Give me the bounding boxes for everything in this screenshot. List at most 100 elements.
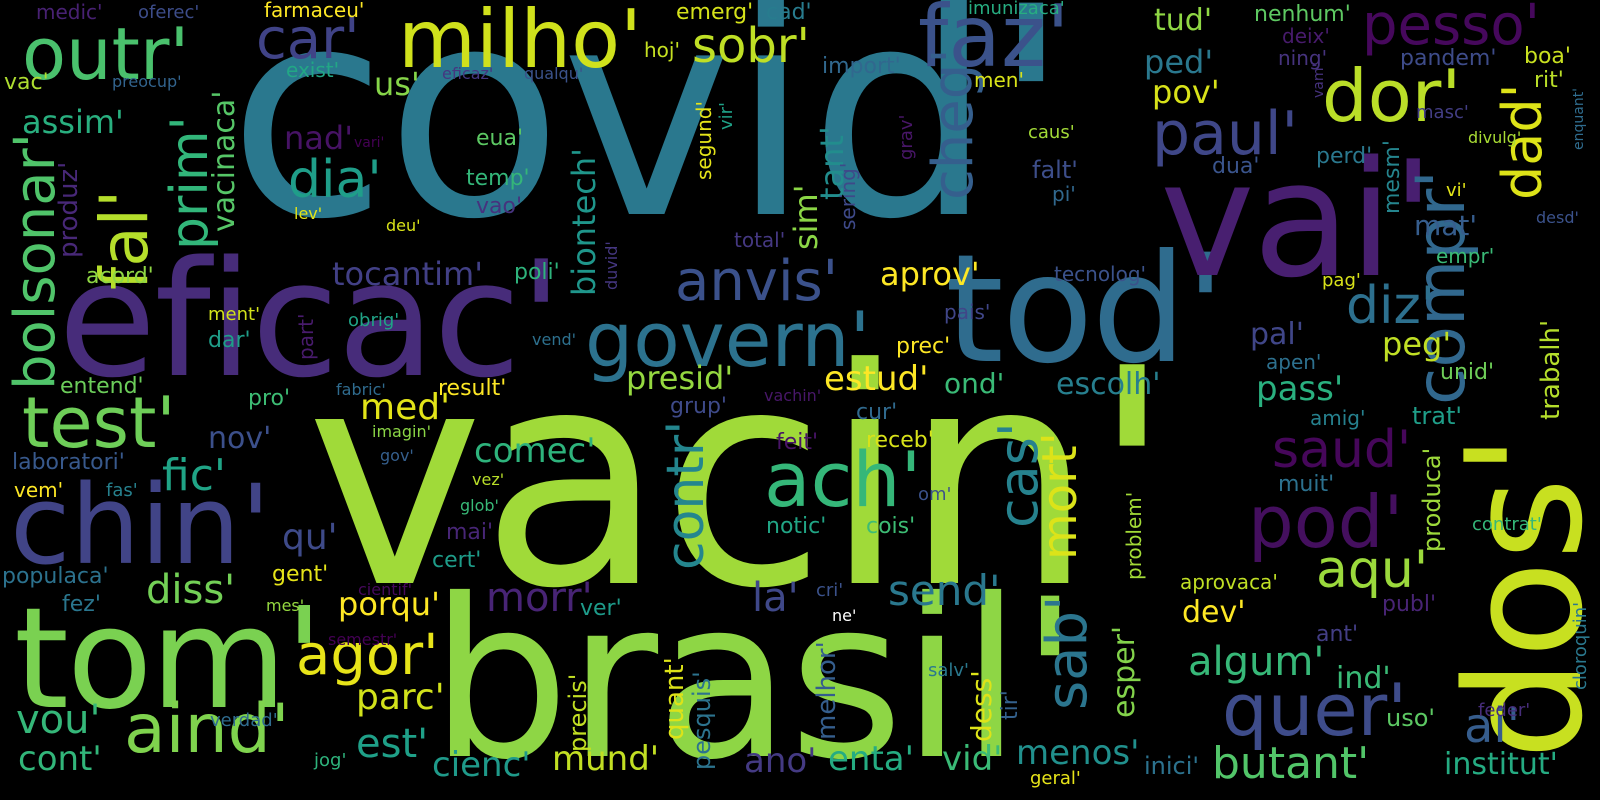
word-duvid: duvid' (602, 241, 621, 290)
word-segund: segund' (692, 101, 716, 180)
word-diss: diss' (146, 567, 236, 613)
word-covid: covid' (228, 0, 1071, 283)
word-deix: deix' (1282, 24, 1330, 48)
word-rit: rit' (1534, 68, 1564, 93)
word-ped: ped' (1144, 43, 1214, 81)
word-receb: receb' (866, 428, 934, 453)
word-jog: jog' (314, 750, 347, 771)
word-biontech: biontech' (565, 148, 603, 296)
word-problem: problem' (1122, 491, 1146, 580)
word-outr: outr' (22, 12, 190, 96)
word-pi: pi' (1052, 182, 1076, 206)
word-parc: parc' (356, 677, 445, 718)
word-tecnolog: tecnolog' (1054, 262, 1147, 286)
word-dev: dev' (1182, 595, 1246, 630)
word-melhor: melhor' (812, 641, 842, 740)
word-ond: ond' (944, 367, 1005, 400)
word-la: la' (752, 575, 799, 621)
word-poli: poli' (514, 260, 560, 285)
word-ai: ai' (1464, 698, 1520, 754)
word-diz: diz' (1346, 276, 1436, 336)
word-vem: vem' (14, 478, 64, 502)
word-dar: dar' (208, 328, 251, 353)
word-send: send' (888, 566, 1001, 615)
word-om: om' (918, 484, 952, 505)
word-mes: mes' (266, 596, 305, 615)
word-esper: esper' (1107, 625, 1142, 718)
word-eficaz: eficaz' (442, 64, 494, 83)
word-contr: contr' (656, 420, 716, 570)
word-vi: vi' (1446, 180, 1467, 201)
word-eua: eua' (476, 126, 524, 151)
word-vacin: vacin' (306, 305, 1173, 654)
word-pandem: pandem' (1400, 46, 1497, 71)
word-ver: ver' (580, 596, 622, 621)
word-populaca: populaca' (2, 564, 109, 589)
word-men: men' (974, 68, 1024, 92)
word-cienc: cienc' (432, 745, 531, 785)
word-aprovaca: aprovaca' (1180, 570, 1278, 594)
word-oferec: oferec' (138, 2, 200, 23)
word-cientif: cientif' (358, 580, 412, 599)
word-aqu: aqu' (1316, 540, 1429, 600)
word-precis: precis' (564, 673, 592, 752)
word-apen: apen' (1266, 350, 1322, 374)
word-trabalh: trabalh' (1536, 319, 1566, 420)
word-ano: ano' (744, 741, 817, 781)
word-nov: nov' (208, 421, 272, 456)
word-quant: quant' (660, 657, 690, 740)
word-fic: fic' (162, 450, 227, 501)
word-grav: grav' (896, 114, 917, 160)
word-inici: inici' (1144, 752, 1200, 780)
word-produz: produz' (54, 161, 84, 258)
word-temp: temp' (466, 166, 530, 191)
word-tud: tud' (1154, 3, 1213, 38)
word-produca: produca' (1418, 447, 1446, 552)
word-cad: cad' (766, 0, 812, 25)
word-cois: cois' (866, 514, 916, 539)
word-falt: falt' (1032, 156, 1078, 184)
word-qualqu: qualqu' (524, 64, 584, 83)
word-faz: faz' (918, 0, 1070, 87)
word-gov: gov' (380, 446, 414, 465)
word-institut: institut' (1444, 747, 1558, 782)
word-sobr: sobr' (692, 18, 810, 74)
word-pal: pal' (1250, 317, 1305, 352)
word-dua: dua' (1212, 154, 1260, 179)
word-pod: pod' (1248, 480, 1404, 564)
word-aind: aind' (124, 690, 290, 769)
word-part: part' (294, 313, 318, 360)
word-preocup: preocup' (112, 72, 182, 91)
word-govern: govern' (585, 295, 871, 384)
word-vou: vou' (16, 697, 101, 743)
word-est: est' (356, 721, 429, 767)
word-cert: cert' (432, 548, 482, 573)
word-tocantim: tocantim' (332, 255, 484, 293)
word-pro: pro' (248, 386, 291, 411)
word-assim: assim' (22, 103, 124, 141)
word-salv: salv' (928, 660, 970, 681)
word-algum: algum' (1188, 639, 1325, 685)
word-laboratori: laboratori' (12, 450, 125, 475)
word-dor: dor' (1322, 54, 1462, 138)
word-perd: perd' (1316, 144, 1373, 169)
word-vend: vend' (532, 330, 577, 349)
word-total: total' (734, 228, 786, 252)
word-saud: saud' (1272, 420, 1412, 480)
word-tod: tod' (945, 223, 1226, 397)
word-unid: unid' (1440, 360, 1495, 385)
word-vid: vid' (942, 739, 1003, 779)
word-exist: exist' (286, 58, 340, 82)
word-vachin: vachin' (764, 386, 822, 405)
word-glob: glob' (460, 496, 499, 515)
word-boa: boa' (1524, 44, 1571, 69)
word-vez: vez' (472, 470, 505, 489)
word-enquant: enquant' (1571, 87, 1587, 150)
word-pais: pais' (944, 300, 991, 324)
word-fabric: fabric' (336, 380, 386, 399)
word-farmaceu: farmaceu' (264, 0, 365, 22)
word-cur: cur' (856, 400, 898, 425)
word-medic: medic' (36, 0, 103, 24)
word-mat: mat' (1414, 209, 1478, 242)
